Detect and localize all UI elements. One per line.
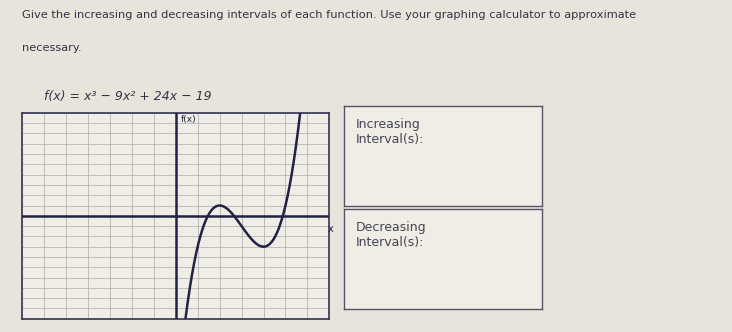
Text: f(x): f(x) bbox=[182, 115, 197, 124]
Text: f(x) = x³ − 9x² + 24x − 19: f(x) = x³ − 9x² + 24x − 19 bbox=[44, 90, 212, 103]
Text: x: x bbox=[328, 224, 333, 234]
Text: Decreasing
Interval(s):: Decreasing Interval(s): bbox=[356, 221, 427, 249]
Text: Increasing
Interval(s):: Increasing Interval(s): bbox=[356, 118, 425, 146]
Text: Give the increasing and decreasing intervals of each function. Use your graphing: Give the increasing and decreasing inter… bbox=[22, 10, 636, 20]
Text: necessary.: necessary. bbox=[22, 43, 81, 53]
